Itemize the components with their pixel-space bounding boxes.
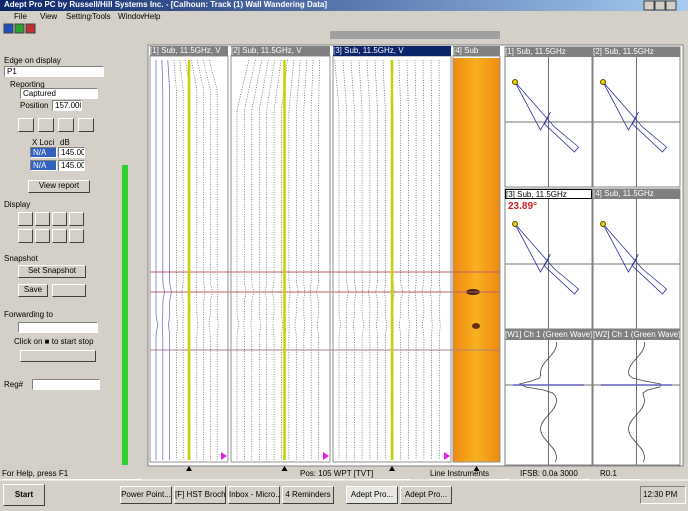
cell: 145.00: [58, 147, 85, 158]
task-button[interactable]: Adept Pro...: [400, 486, 452, 504]
display-button[interactable]: [35, 229, 50, 243]
scroll-track: [330, 31, 500, 39]
window-button: [666, 1, 676, 10]
nav-button[interactable]: [58, 118, 74, 132]
orbit-start: [513, 222, 518, 227]
nav-button[interactable]: [78, 118, 94, 132]
display-button[interactable]: [35, 212, 50, 226]
image-spot: [472, 323, 480, 329]
orbit-start: [513, 80, 518, 85]
menu-item[interactable]: Settings: [66, 12, 92, 22]
display-button[interactable]: [69, 212, 84, 226]
cell: N/A: [30, 160, 57, 171]
track-header: [1] Sub, 11.5GHz, V: [150, 46, 228, 56]
nav-button[interactable]: [38, 118, 54, 132]
plot-header: [3] Sub, 11.5GHz: [505, 189, 592, 199]
dropdown[interactable]: [18, 322, 98, 333]
input[interactable]: 157.000: [52, 100, 82, 111]
status-field: Line Instruments: [430, 469, 510, 480]
task-button[interactable]: Inbox - Micro...: [228, 486, 280, 504]
window-button: [655, 1, 665, 10]
dropdown[interactable]: P1: [4, 66, 104, 77]
column-header: X Loci: [32, 138, 60, 147]
plot-header: [W2] Ch 1 (Green Wave): [593, 330, 680, 340]
button[interactable]: Set Snapshot: [18, 265, 86, 278]
display-button[interactable]: [18, 229, 33, 243]
desktop: (() => { const data = JSON.parse(documen…: [0, 0, 688, 511]
menu-item[interactable]: View: [40, 12, 66, 22]
menu-item[interactable]: Tools: [92, 12, 118, 22]
menu-item[interactable]: Window: [118, 12, 144, 22]
task-button[interactable]: 4 Reminders: [282, 486, 334, 504]
status-field: Pos: 105 WPT [TVT]: [300, 469, 410, 480]
plot-header: [1] Sub, 11.5GHz: [505, 47, 592, 57]
start-button[interactable]: Start: [3, 484, 45, 506]
window-button: [644, 1, 654, 10]
window-title: Adept Pro PC by Russell/Hill Systems Inc…: [4, 0, 564, 11]
display-button[interactable]: [52, 229, 67, 243]
label: Snapshot: [4, 254, 64, 264]
progress-bar: [122, 165, 128, 465]
cell: N/A: [30, 147, 57, 158]
button[interactable]: View report: [28, 180, 90, 193]
menu-item[interactable]: File: [14, 12, 40, 22]
position-marker: [282, 466, 288, 471]
orbit-start: [601, 80, 606, 85]
task-button[interactable]: [F] HST Brochur...: [174, 486, 226, 504]
menu-item[interactable]: Help: [144, 12, 170, 22]
status-field: R0.1: [600, 469, 640, 480]
button[interactable]: Save: [18, 284, 48, 297]
track-header: [4] Sub: [453, 46, 500, 56]
track-header: [3] Sub, 11.5GHz, V: [333, 46, 451, 56]
label: Reg#: [4, 380, 34, 390]
label: Position: [20, 101, 50, 111]
display-button[interactable]: [52, 212, 67, 226]
column-header: dB: [60, 138, 88, 147]
plot-reading: 23.89°: [508, 201, 548, 212]
toolbar-icon: [15, 24, 24, 33]
label: Edge on display: [4, 56, 104, 66]
display-button[interactable]: [18, 212, 33, 226]
task-button[interactable]: Adept Pro...: [346, 486, 398, 504]
taskbar: [0, 480, 688, 511]
toolbar-icon: [4, 24, 13, 33]
track-header: [2] Sub, 11.5GHz, V: [231, 46, 330, 56]
label: Display: [4, 200, 64, 210]
display-button[interactable]: [69, 229, 84, 243]
dropdown[interactable]: Captured: [20, 88, 98, 99]
label: Forwarding to: [4, 310, 94, 320]
plot-header: [4] Sub, 11.5GHz: [593, 189, 680, 199]
label: Click on ■ to start stop: [14, 337, 114, 347]
task-button[interactable]: Power Point...: [120, 486, 172, 504]
image-track: [453, 58, 500, 462]
nav-button[interactable]: [18, 118, 34, 132]
clock: 12:30 PM: [640, 486, 686, 504]
button[interactable]: [52, 284, 86, 297]
status-field: For Help, press F1: [2, 469, 142, 480]
plot-header: [2] Sub, 11.5GHz: [593, 47, 680, 57]
cell: 145.00: [58, 160, 85, 171]
toolbar-icon: [26, 24, 35, 33]
slider[interactable]: [20, 350, 96, 362]
dropdown[interactable]: [32, 379, 100, 390]
status-field: IFSB: 0.0a 3000: [520, 469, 590, 480]
plot-header: [W1] Ch 1 (Green Wave): [505, 330, 592, 340]
orbit-start: [601, 222, 606, 227]
position-marker: [186, 466, 192, 471]
